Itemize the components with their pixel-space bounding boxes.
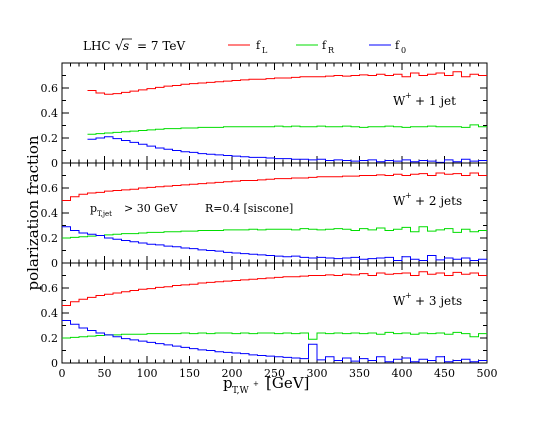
legend-sub-fR: R (328, 46, 335, 55)
legend-label-f0: f (395, 39, 400, 52)
series-fL-panel-3 (62, 271, 487, 306)
y-tick-label: 0.2 (41, 232, 59, 245)
x-axis-title-sup: + (253, 380, 259, 388)
legend-label-fR: f (322, 39, 327, 52)
x-tick-label: 450 (434, 367, 455, 380)
cut-annotation: p T,jet > 30 GeV R=0.4 [siscone] (90, 202, 293, 218)
y-tick-label: 0.2 (41, 132, 59, 145)
legend-sub-f0: 0 (401, 46, 406, 55)
panel-label-sup: + (405, 291, 412, 300)
collider-label: LHC (83, 39, 111, 53)
x-tick-label: 500 (477, 367, 498, 380)
x-axis-title: p T,W + [GeV] (223, 374, 309, 396)
panel-label-sup: + (405, 91, 412, 100)
y-tick-label: 0.6 (41, 282, 59, 295)
x-axis-title-unit: [GeV] (266, 374, 309, 392)
cone-label: R=0.4 [siscone] (205, 202, 293, 215)
series-f0-panel-3 (62, 320, 487, 363)
legend-label-fL: f (256, 39, 261, 52)
cut-sub: T,jet (97, 210, 112, 218)
x-axis-title-sub: T,W (232, 386, 250, 396)
y-tick-label: 0.2 (41, 332, 59, 345)
panel-label-rest: + 3 jets (415, 294, 462, 308)
panel-1: 0 0.2 0.4 0.6 W + + 1 jet (41, 62, 488, 170)
cut-rest: > 30 GeV (124, 202, 179, 215)
series-fL-panel-2 (62, 172, 487, 201)
x-tick-label: 150 (179, 367, 200, 380)
y-tick-label: 0 (51, 257, 58, 270)
panel-label-sup: + (405, 191, 412, 200)
series-fR-panel-3 (62, 331, 487, 340)
y-tick-label: 0.4 (41, 107, 59, 120)
series-fR-panel-1 (87, 124, 487, 135)
x-tick-label: 200 (222, 367, 243, 380)
y-axis-title: polarization fraction (24, 135, 42, 290)
legend: f L f R f 0 (228, 39, 406, 55)
panel-label-main: W (393, 194, 406, 208)
series-f0-panel-2 (62, 226, 487, 261)
y-tick-label: 0.6 (41, 182, 59, 195)
x-tick-label: 350 (349, 367, 370, 380)
panel-label-main: W (393, 294, 406, 308)
series-fL-panel-1 (87, 71, 487, 95)
y-tick-label: 0 (51, 157, 58, 170)
sqrt-symbol: √ (115, 39, 124, 54)
header: LHC √ s = 7 TeV (83, 38, 185, 54)
x-tick-label: 0 (59, 367, 66, 380)
panel-label-main: W (393, 94, 406, 108)
cut-p: p (90, 202, 97, 215)
y-tick-label: 0 (51, 357, 58, 370)
x-tick-label: 400 (392, 367, 413, 380)
x-tick-label: 250 (264, 367, 285, 380)
y-tick-label: 0.4 (41, 307, 59, 320)
x-tick-label: 100 (137, 367, 158, 380)
y-tick-label: 0.6 (41, 82, 59, 95)
x-axis-title-main: p (223, 374, 233, 392)
energy-sqrt-arg: s (123, 39, 129, 53)
energy-value: = 7 TeV (137, 39, 185, 53)
series-f0-panel-1 (87, 136, 487, 163)
y-tick-label: 0.4 (41, 207, 59, 220)
panel-label-rest: + 2 jets (415, 194, 462, 208)
panel-2: 0 0.2 0.4 0.6 W + + 2 jets (41, 162, 488, 270)
legend-sub-fL: L (262, 46, 268, 55)
panel-3: 0 0.2 0.4 0.6 W + + 3 jets 0 50 100 150 200 250 300 35… (41, 262, 498, 380)
panel-label-rest: + 1 jet (415, 94, 456, 108)
x-tick-label: 300 (307, 367, 328, 380)
series-fR-panel-2 (62, 226, 487, 239)
x-tick-label: 50 (98, 367, 112, 380)
